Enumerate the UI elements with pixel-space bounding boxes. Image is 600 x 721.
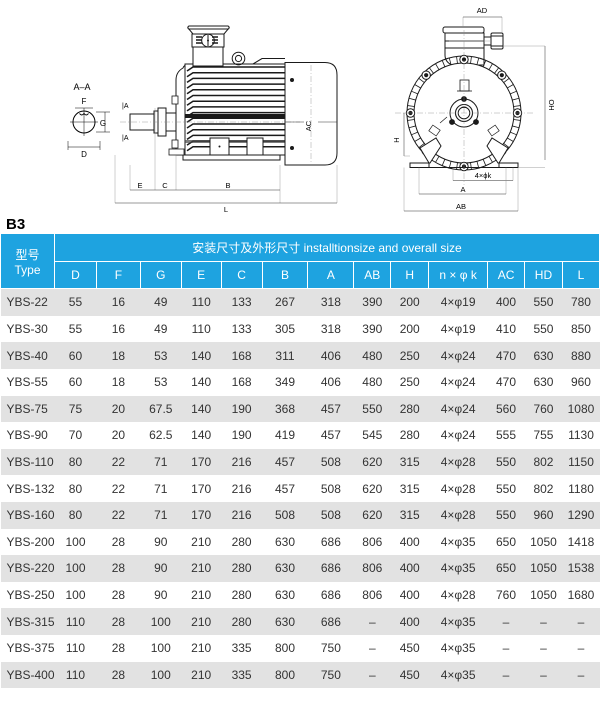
svg-text:G: G	[100, 119, 106, 128]
svg-text:D: D	[81, 150, 87, 159]
svg-text:A: A	[460, 185, 465, 194]
svg-text:AB: AB	[456, 202, 466, 211]
svg-text:AC: AC	[304, 120, 313, 131]
svg-text:B: B	[225, 181, 230, 190]
svg-text:C: C	[162, 181, 168, 190]
svg-text:H: H	[392, 137, 401, 142]
svg-text:A–A: A–A	[73, 82, 90, 92]
svg-text:|A: |A	[122, 103, 129, 110]
svg-text:L: L	[224, 205, 228, 214]
svg-text:F: F	[82, 97, 87, 106]
svg-text:AD: AD	[477, 6, 488, 15]
svg-text:4×ϕk: 4×ϕk	[475, 171, 492, 180]
svg-text:OH: OH	[547, 99, 556, 110]
svg-text:|A: |A	[122, 135, 129, 142]
svg-text:E: E	[137, 181, 142, 190]
